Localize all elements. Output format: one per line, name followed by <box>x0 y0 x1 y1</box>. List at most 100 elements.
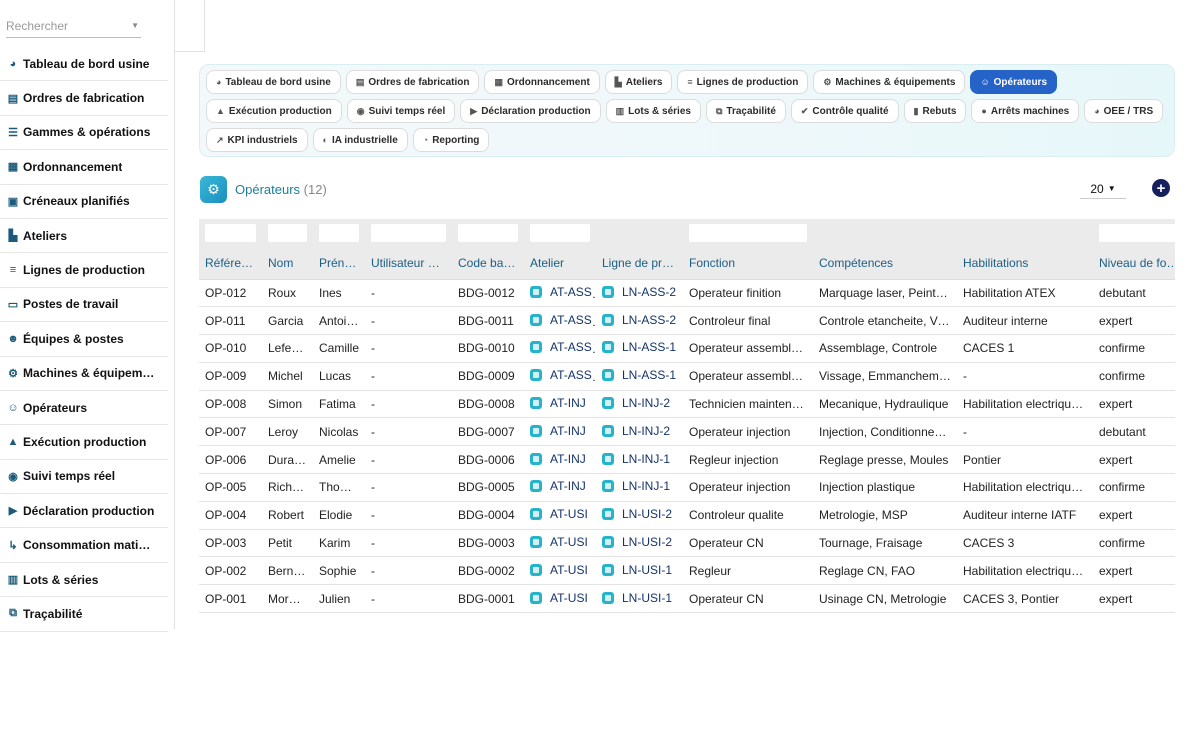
atelier-link[interactable]: AT-ASS <box>530 313 592 327</box>
table-row[interactable]: OP-006 Durand Amelie - BDG-0006 AT-INJ LN-INJ-… <box>199 445 1175 475</box>
table-cell[interactable]: OP-006 <box>199 445 262 475</box>
column-header[interactable]: Niveau de fo… <box>1093 247 1175 280</box>
table-cell[interactable]: AT-ASS <box>524 334 596 363</box>
table-cell[interactable]: LN-ASS-2 <box>596 306 683 336</box>
table-cell[interactable]: LN-ASS-1 <box>596 334 683 363</box>
atelier-link[interactable]: AT-ASS <box>530 285 592 299</box>
table-cell[interactable]: OP-005 <box>199 473 262 502</box>
sidebar-item[interactable]: ↳ Consommation mati… <box>0 528 168 563</box>
table-cell[interactable]: LN-ASS-1 <box>596 362 683 391</box>
table-cell[interactable]: OP-009 <box>199 362 262 391</box>
module-tab[interactable]: ▲ Exécution production <box>206 99 342 123</box>
line-link[interactable]: LN-INJ-1 <box>602 479 670 493</box>
atelier-link[interactable]: AT-INJ <box>530 396 586 410</box>
sidebar-item[interactable]: ▲ Exécution production <box>0 425 168 460</box>
module-tab[interactable]: ◕ Tableau de bord usine <box>206 70 341 94</box>
column-filter-input[interactable] <box>530 224 590 242</box>
table-row[interactable]: OP-008 Simon Fatima - BDG-0008 AT-INJ LN-INJ-2… <box>199 390 1175 419</box>
column-header[interactable]: Habilitations <box>957 247 1093 280</box>
table-cell[interactable]: AT-INJ <box>524 445 596 475</box>
sidebar-item[interactable]: ≡ Lignes de production <box>0 253 168 288</box>
line-link[interactable]: LN-USI-2 <box>602 507 672 521</box>
module-tab[interactable]: ▦ Ordonnancement <box>484 70 600 94</box>
table-row[interactable]: OP-005 Richard Thomas - BDG-0005 AT-INJ LN-INJ… <box>199 473 1175 502</box>
table-cell[interactable]: AT-USI <box>524 556 596 586</box>
atelier-link[interactable]: AT-USI <box>530 535 588 549</box>
table-cell[interactable]: LN-INJ-2 <box>596 417 683 447</box>
module-tab[interactable]: ▶ Déclaration production <box>460 99 601 123</box>
table-cell[interactable]: LN-USI-1 <box>596 584 683 614</box>
module-tab[interactable]: ▥ Lots & séries <box>605 99 701 123</box>
sidebar-item[interactable]: ▭ Postes de travail <box>0 288 168 323</box>
table-row[interactable]: OP-009 Michel Lucas - BDG-0009 AT-ASS LN-ASS-1… <box>199 362 1175 391</box>
table-row[interactable]: OP-007 Leroy Nicolas - BDG-0007 AT-INJ LN-INJ-… <box>199 417 1175 447</box>
sidebar-item[interactable]: ◕ Tableau de bord usine <box>0 47 168 82</box>
table-cell[interactable]: LN-USI-2 <box>596 501 683 530</box>
column-header[interactable]: Prénom <box>313 247 365 280</box>
atelier-link[interactable]: AT-INJ <box>530 452 586 466</box>
table-cell[interactable]: LN-USI-1 <box>596 556 683 586</box>
column-filter-input[interactable] <box>268 224 307 242</box>
atelier-link[interactable]: AT-USI <box>530 591 588 605</box>
module-tab[interactable]: ▤ Ordres de fabrication <box>345 70 480 94</box>
chevron-down-icon[interactable]: ▼ <box>131 21 139 30</box>
column-filter-input[interactable] <box>689 224 807 242</box>
column-filter-input[interactable] <box>205 224 256 242</box>
table-cell[interactable]: AT-ASS <box>524 279 596 308</box>
sidebar-item[interactable]: ▣ Créneaux planifiés <box>0 185 168 219</box>
column-header[interactable]: Code badge <box>452 247 524 280</box>
table-cell[interactable]: OP-010 <box>199 334 262 363</box>
column-header[interactable]: Compétences <box>813 247 957 280</box>
atelier-link[interactable]: AT-ASS <box>530 368 592 382</box>
module-tab[interactable]: ▙ Ateliers <box>604 70 673 94</box>
sidebar-item[interactable]: ☻ Équipes & postes <box>0 322 168 357</box>
line-link[interactable]: LN-ASS-1 <box>602 340 676 354</box>
module-tab[interactable]: ✔ Contrôle qualité <box>790 99 899 123</box>
atelier-link[interactable]: AT-ASS <box>530 340 592 354</box>
line-link[interactable]: LN-USI-1 <box>602 563 672 577</box>
module-tab[interactable]: ≡ Lignes de production <box>677 70 809 94</box>
table-row[interactable]: OP-010 Lefevre Camille - BDG-0010 AT-ASS LN-AS… <box>199 334 1175 363</box>
sidebar-item[interactable]: ◉ Suivi temps réel <box>0 460 168 495</box>
module-tab[interactable]: ⧉ Traçabilité <box>705 99 786 123</box>
column-header[interactable]: Utilisateur D… <box>365 247 452 280</box>
table-cell[interactable]: AT-USI <box>524 584 596 614</box>
table-row[interactable]: OP-012 Roux Ines - BDG-0012 AT-ASS LN-ASS-2 Ope… <box>199 279 1175 308</box>
sidebar-item[interactable]: ⚙ Machines & équipem… <box>0 357 168 391</box>
table-cell[interactable]: AT-INJ <box>524 417 596 447</box>
table-cell[interactable]: AT-INJ <box>524 390 596 419</box>
table-cell[interactable]: AT-INJ <box>524 473 596 502</box>
sidebar-item[interactable]: ▙ Ateliers <box>0 219 168 254</box>
line-link[interactable]: LN-USI-1 <box>602 591 672 605</box>
column-filter-input[interactable] <box>319 224 359 242</box>
table-cell[interactable]: OP-011 <box>199 306 262 336</box>
atelier-link[interactable]: AT-INJ <box>530 424 586 438</box>
column-filter-input[interactable] <box>1099 224 1175 242</box>
line-link[interactable]: LN-USI-2 <box>602 535 672 549</box>
table-cell[interactable]: OP-002 <box>199 556 262 586</box>
line-link[interactable]: LN-ASS-2 <box>602 313 676 327</box>
column-header[interactable]: Atelier <box>524 247 596 280</box>
atelier-link[interactable]: AT-USI <box>530 563 588 577</box>
add-operator-button[interactable]: + <box>1152 179 1170 197</box>
table-cell[interactable]: OP-003 <box>199 529 262 558</box>
table-row[interactable]: OP-003 Petit Karim - BDG-0003 AT-USI LN-USI-2 O… <box>199 529 1175 558</box>
table-cell[interactable]: OP-001 <box>199 584 262 614</box>
line-link[interactable]: LN-ASS-2 <box>602 285 676 299</box>
table-row[interactable]: OP-002 Bernard Sophie - BDG-0002 AT-USI LN-USI… <box>199 556 1175 586</box>
module-tab[interactable]: ◔ Reporting <box>412 128 490 152</box>
column-filter-input[interactable] <box>458 224 518 242</box>
per-page-select[interactable]: 20 ▼ <box>1080 179 1126 199</box>
line-link[interactable]: LN-INJ-1 <box>602 452 670 466</box>
table-cell[interactable]: OP-008 <box>199 390 262 419</box>
module-tab[interactable]: ☺ Opérateurs <box>970 70 1058 94</box>
line-link[interactable]: LN-INJ-2 <box>602 424 670 438</box>
table-cell[interactable]: AT-USI <box>524 501 596 530</box>
sidebar-item[interactable]: ☺ Opérateurs <box>0 391 168 426</box>
sidebar-item[interactable]: ⧉ Traçabilité <box>0 597 168 632</box>
table-cell[interactable]: LN-INJ-2 <box>596 390 683 419</box>
table-cell[interactable]: LN-ASS-2 <box>596 279 683 308</box>
atelier-link[interactable]: AT-INJ <box>530 479 586 493</box>
module-tab[interactable]: ⚙ Machines & équipements <box>813 70 966 94</box>
table-cell[interactable]: LN-USI-2 <box>596 529 683 558</box>
